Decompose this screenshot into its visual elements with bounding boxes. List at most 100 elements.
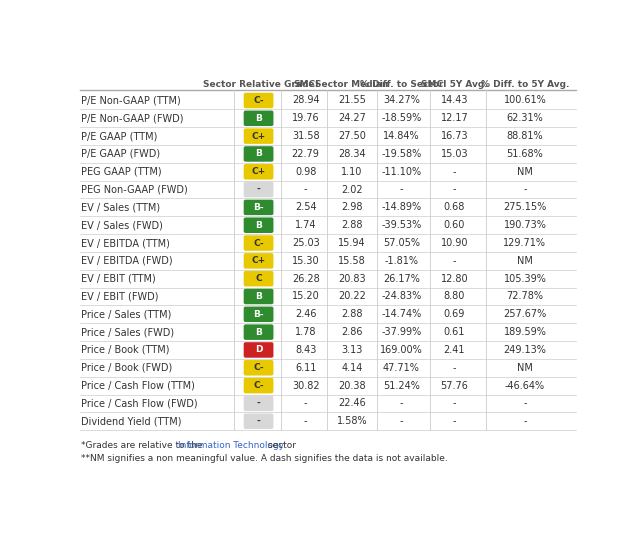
Text: 20.83: 20.83 — [338, 274, 365, 284]
Text: B: B — [255, 328, 262, 337]
FancyBboxPatch shape — [244, 396, 273, 411]
FancyBboxPatch shape — [244, 271, 273, 287]
Text: % Diff. to Sector: % Diff. to Sector — [360, 80, 443, 89]
Text: -: - — [523, 185, 527, 195]
Text: B: B — [255, 114, 262, 123]
Text: -: - — [257, 399, 260, 408]
FancyBboxPatch shape — [244, 413, 273, 429]
Text: B: B — [255, 149, 262, 159]
Text: -24.83%: -24.83% — [381, 291, 422, 301]
Text: -11.10%: -11.10% — [381, 167, 422, 177]
Text: 14.84%: 14.84% — [383, 131, 420, 141]
Text: -: - — [399, 416, 403, 426]
Text: Price / Cash Flow (TTM): Price / Cash Flow (TTM) — [81, 381, 195, 391]
FancyBboxPatch shape — [244, 128, 273, 144]
FancyBboxPatch shape — [244, 306, 273, 322]
Text: 2.02: 2.02 — [341, 185, 363, 195]
Text: -14.74%: -14.74% — [381, 309, 422, 320]
Text: **NM signifies a non meaningful value. A dash signifies the data is not availabl: **NM signifies a non meaningful value. A… — [81, 455, 448, 463]
Text: B-: B- — [253, 310, 264, 319]
Text: 34.27%: 34.27% — [383, 95, 420, 105]
Text: EV / EBIT (TTM): EV / EBIT (TTM) — [81, 274, 156, 284]
Text: 51.24%: 51.24% — [383, 381, 420, 391]
Text: EV / EBIT (FWD): EV / EBIT (FWD) — [81, 291, 159, 301]
Text: 0.68: 0.68 — [444, 202, 465, 212]
Text: C+: C+ — [252, 256, 266, 266]
Text: 27.50: 27.50 — [338, 131, 365, 141]
Text: 19.76: 19.76 — [292, 114, 319, 123]
Text: 6.11: 6.11 — [295, 363, 316, 373]
Text: 12.80: 12.80 — [441, 274, 468, 284]
FancyBboxPatch shape — [244, 164, 273, 180]
Text: 62.31%: 62.31% — [506, 114, 543, 123]
Text: EV / EBITDA (TTM): EV / EBITDA (TTM) — [81, 238, 170, 248]
Text: 28.94: 28.94 — [292, 95, 319, 105]
Text: 0.61: 0.61 — [444, 327, 465, 337]
Text: Sector Median: Sector Median — [315, 80, 388, 89]
Text: NM: NM — [517, 363, 533, 373]
Text: 190.73%: 190.73% — [504, 220, 547, 230]
FancyBboxPatch shape — [244, 182, 273, 197]
Text: Price / Sales (TTM): Price / Sales (TTM) — [81, 309, 172, 320]
Text: Price / Cash Flow (FWD): Price / Cash Flow (FWD) — [81, 398, 198, 408]
Text: Information Technology: Information Technology — [178, 441, 284, 450]
FancyBboxPatch shape — [244, 342, 273, 358]
Text: C-: C- — [253, 96, 264, 105]
Text: 0.69: 0.69 — [444, 309, 465, 320]
Text: 26.28: 26.28 — [292, 274, 319, 284]
Text: 22.79: 22.79 — [292, 149, 319, 159]
Text: B-: B- — [253, 203, 264, 212]
Text: -: - — [523, 416, 527, 426]
Text: 24.27: 24.27 — [338, 114, 365, 123]
Text: 2.41: 2.41 — [444, 345, 465, 355]
Text: -: - — [452, 416, 456, 426]
Text: NM: NM — [517, 167, 533, 177]
Text: -18.59%: -18.59% — [381, 114, 422, 123]
Text: C+: C+ — [252, 168, 266, 176]
Text: -: - — [399, 185, 403, 195]
Text: -: - — [452, 167, 456, 177]
Text: -1.81%: -1.81% — [385, 256, 419, 266]
Text: 14.43: 14.43 — [441, 95, 468, 105]
Text: -: - — [304, 398, 307, 408]
Text: SMCI 5Y Avg.: SMCI 5Y Avg. — [421, 80, 488, 89]
Text: Price / Book (FWD): Price / Book (FWD) — [81, 363, 173, 373]
FancyBboxPatch shape — [244, 93, 273, 108]
Text: 72.78%: 72.78% — [506, 291, 543, 301]
Text: PEG Non-GAAP (FWD): PEG Non-GAAP (FWD) — [81, 185, 188, 195]
FancyBboxPatch shape — [244, 111, 273, 126]
Text: 2.46: 2.46 — [295, 309, 316, 320]
Text: 189.59%: 189.59% — [504, 327, 547, 337]
Text: EV / Sales (TTM): EV / Sales (TTM) — [81, 202, 161, 212]
Text: 57.76: 57.76 — [440, 381, 468, 391]
Text: B: B — [255, 292, 262, 301]
Text: 0.60: 0.60 — [444, 220, 465, 230]
FancyBboxPatch shape — [244, 146, 273, 161]
Text: 10.90: 10.90 — [441, 238, 468, 248]
Text: 57.05%: 57.05% — [383, 238, 420, 248]
Text: -19.58%: -19.58% — [381, 149, 422, 159]
Text: -: - — [257, 185, 260, 194]
Text: Dividend Yield (TTM): Dividend Yield (TTM) — [81, 416, 182, 426]
Text: 51.68%: 51.68% — [506, 149, 543, 159]
Text: -: - — [399, 398, 403, 408]
Text: 47.71%: 47.71% — [383, 363, 420, 373]
FancyBboxPatch shape — [244, 378, 273, 393]
Text: 20.38: 20.38 — [338, 381, 365, 391]
Text: 2.88: 2.88 — [341, 309, 362, 320]
Text: 257.67%: 257.67% — [503, 309, 547, 320]
Text: C-: C- — [253, 239, 264, 247]
Text: C-: C- — [253, 381, 264, 390]
Text: -46.64%: -46.64% — [505, 381, 545, 391]
Text: SMCI: SMCI — [293, 80, 319, 89]
FancyBboxPatch shape — [244, 289, 273, 304]
Text: Price / Book (TTM): Price / Book (TTM) — [81, 345, 170, 355]
Text: P/E GAAP (FWD): P/E GAAP (FWD) — [81, 149, 161, 159]
Text: 169.00%: 169.00% — [380, 345, 423, 355]
FancyBboxPatch shape — [244, 253, 273, 269]
Text: -: - — [257, 417, 260, 426]
Text: 0.98: 0.98 — [295, 167, 316, 177]
Text: % Diff. to 5Y Avg.: % Diff. to 5Y Avg. — [481, 80, 569, 89]
Text: 3.13: 3.13 — [341, 345, 362, 355]
Text: -: - — [452, 256, 456, 266]
